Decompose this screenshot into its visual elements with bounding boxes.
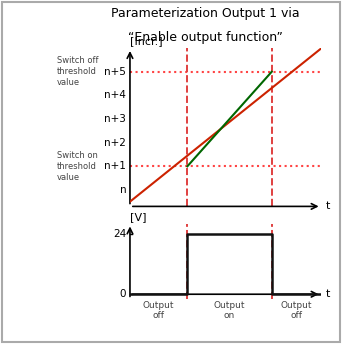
Text: Output
off: Output off: [281, 301, 312, 320]
Text: n+4: n+4: [104, 90, 126, 100]
Text: t: t: [325, 201, 330, 212]
Text: n: n: [119, 185, 126, 195]
Text: n+1: n+1: [104, 161, 126, 171]
Text: Parameterization Output 1 via: Parameterization Output 1 via: [111, 7, 300, 20]
Text: [Incr.]: [Incr.]: [130, 36, 162, 46]
Text: Switch on
threshold
value: Switch on threshold value: [57, 151, 98, 182]
Text: [V]: [V]: [130, 212, 146, 222]
Text: Output
on: Output on: [214, 301, 245, 320]
Text: t: t: [325, 289, 330, 299]
Text: n+3: n+3: [104, 114, 126, 124]
Text: 24: 24: [113, 229, 126, 239]
Text: Switch off
threshold
value: Switch off threshold value: [57, 56, 99, 87]
Text: n+2: n+2: [104, 138, 126, 148]
Text: “Enable output function”: “Enable output function”: [128, 31, 282, 44]
Text: 0: 0: [120, 289, 126, 299]
Text: n+5: n+5: [104, 67, 126, 77]
Text: Output
off: Output off: [143, 301, 174, 320]
